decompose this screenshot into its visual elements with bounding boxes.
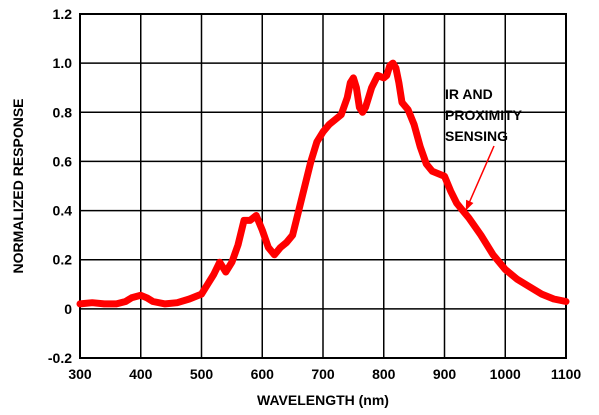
x-axis-title: WAVELENGTH (nm) xyxy=(257,392,389,408)
y-tick-label: 0.8 xyxy=(53,104,73,120)
grid xyxy=(79,13,567,359)
x-tick-label: 700 xyxy=(311,366,335,382)
x-tick-label: 400 xyxy=(129,366,153,382)
y-tick-label: 1.0 xyxy=(53,55,73,71)
series-line xyxy=(76,59,570,308)
y-tick-label: 1.2 xyxy=(53,6,73,22)
annotation-arrowhead xyxy=(465,199,474,211)
x-tick-label: 300 xyxy=(68,366,92,382)
annotation: IR AND PROXIMITY SENSING xyxy=(445,86,523,211)
y-tick-label: 0.2 xyxy=(53,252,73,268)
annotation-label: IR AND PROXIMITY SENSING xyxy=(445,86,523,144)
x-tick-label: 500 xyxy=(190,366,214,382)
x-tick-label: 900 xyxy=(433,366,457,382)
y-axis-ticks: -0.2 0 0.2 0.4 0.6 0.8 1.0 1.2 xyxy=(48,6,72,366)
annotation-line: IR AND xyxy=(445,86,493,102)
series-layer xyxy=(76,59,570,308)
annotation-line: SENSING xyxy=(445,128,508,144)
y-axis-title: NORMALIZED RESPONSE xyxy=(10,98,26,273)
y-tick-label: 0 xyxy=(64,301,72,317)
y-tick-label: -0.2 xyxy=(48,350,72,366)
x-tick-label: 1100 xyxy=(551,366,582,382)
annotation-line: PROXIMITY xyxy=(445,107,523,123)
x-tick-label: 1000 xyxy=(490,366,521,382)
annotation-leader-line xyxy=(465,145,495,211)
plot-frame xyxy=(79,13,567,359)
x-tick-label: 800 xyxy=(372,366,396,382)
y-tick-label: 0.4 xyxy=(53,203,73,219)
x-axis-ticks: 300 400 500 600 700 800 900 1000 1100 xyxy=(68,366,581,382)
x-tick-label: 600 xyxy=(251,366,275,382)
y-tick-label: 0.6 xyxy=(53,153,73,169)
